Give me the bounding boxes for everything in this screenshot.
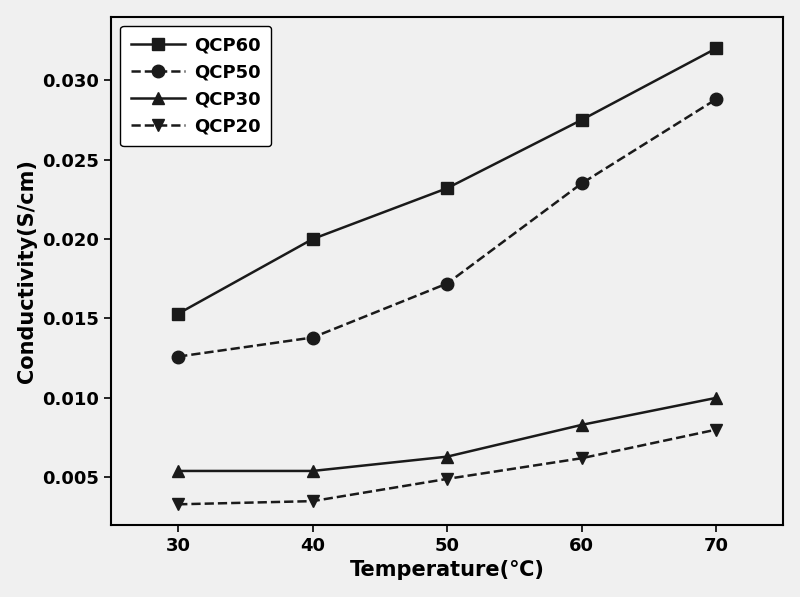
X-axis label: Temperature(℃): Temperature(℃) bbox=[350, 561, 545, 580]
QCP20 bbox=[577, 455, 586, 462]
Line: QCP30: QCP30 bbox=[172, 392, 722, 477]
QCP60 bbox=[577, 116, 586, 124]
Legend: QCP60, QCP50, QCP30, QCP20: QCP60, QCP50, QCP30, QCP20 bbox=[120, 26, 271, 146]
QCP20 bbox=[308, 497, 318, 504]
QCP60 bbox=[174, 310, 183, 317]
QCP20 bbox=[711, 426, 721, 433]
QCP30 bbox=[577, 421, 586, 429]
QCP20 bbox=[174, 501, 183, 508]
QCP50 bbox=[308, 334, 318, 341]
QCP60 bbox=[442, 184, 452, 192]
QCP30 bbox=[308, 467, 318, 475]
Y-axis label: Conductivity(S/cm): Conductivity(S/cm) bbox=[17, 159, 37, 383]
QCP20 bbox=[442, 475, 452, 482]
Line: QCP50: QCP50 bbox=[172, 93, 722, 363]
QCP60 bbox=[308, 235, 318, 242]
QCP50 bbox=[442, 280, 452, 287]
QCP50 bbox=[711, 96, 721, 103]
QCP50 bbox=[577, 180, 586, 187]
QCP30 bbox=[442, 453, 452, 460]
QCP30 bbox=[711, 394, 721, 401]
Line: QCP20: QCP20 bbox=[172, 423, 722, 510]
Line: QCP60: QCP60 bbox=[172, 42, 722, 320]
QCP50 bbox=[174, 353, 183, 360]
QCP30 bbox=[174, 467, 183, 475]
QCP60 bbox=[711, 45, 721, 52]
